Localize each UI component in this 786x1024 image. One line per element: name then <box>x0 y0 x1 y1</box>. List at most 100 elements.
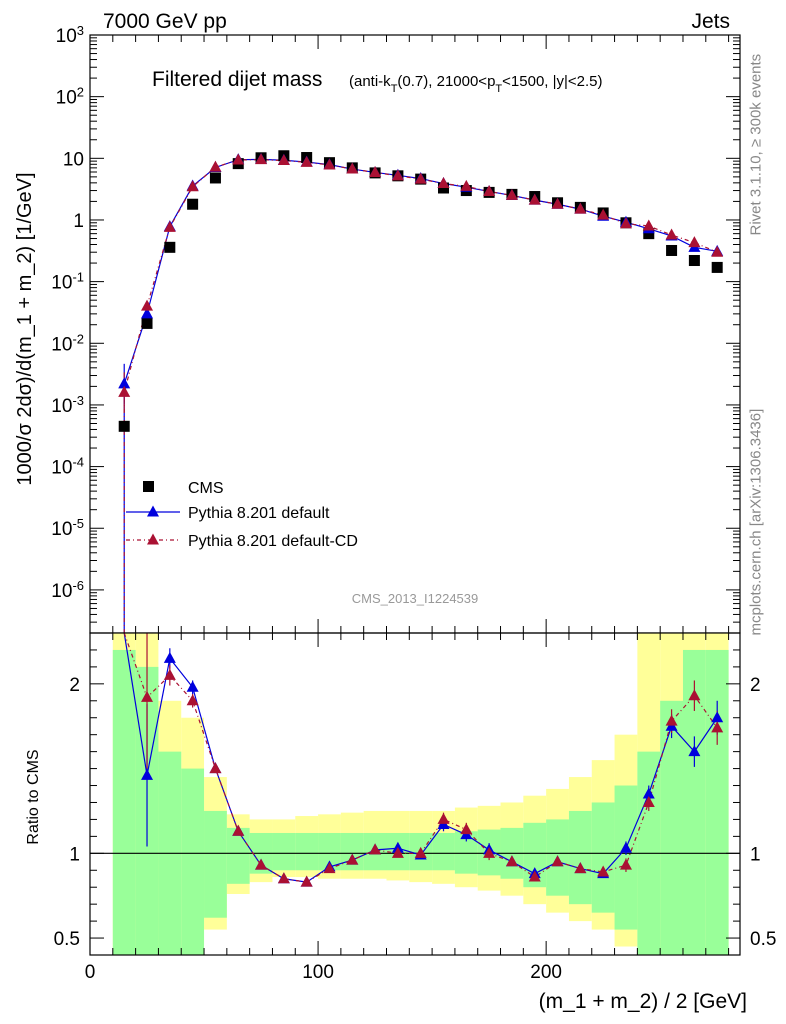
ratio-cd-point <box>551 855 564 867</box>
x-axis-label: (m_1 + m_2) / 2 [GeV] <box>539 990 747 1013</box>
y-tick-label: 10 <box>63 149 84 170</box>
header-left-label: 7000 GeV pp <box>103 10 227 33</box>
ratio-y-tick-label-left: 1 <box>69 844 80 865</box>
y-tick-label: 10-1 <box>51 269 84 294</box>
ratio-cd-point <box>300 875 313 887</box>
legend-cd-marker <box>147 533 159 545</box>
uncertainty-band-inner <box>204 810 227 918</box>
uncertainty-band-inner <box>614 785 638 930</box>
legend-cms-marker <box>143 481 154 492</box>
legend-entry-label: Pythia 8.201 default <box>188 505 330 522</box>
header-right-label: Jets <box>691 10 730 33</box>
uncertainty-band-inner <box>682 649 706 955</box>
ratio-y-tick-label-right: 1 <box>750 844 761 865</box>
ratio-cd-point <box>597 865 610 877</box>
pythia-cd-point <box>163 220 176 232</box>
y-tick-base: 10 <box>51 581 72 602</box>
ratio-cd-point <box>642 795 655 807</box>
uncertainty-band-inner <box>226 827 250 884</box>
subtitle-subscript: T <box>495 83 502 95</box>
ratio-cd-point <box>391 846 404 858</box>
y-tick-exp: -2 <box>72 331 84 346</box>
ratio-cd-point <box>437 812 450 824</box>
pythia-cd-point <box>619 217 632 229</box>
ratio-cd-point <box>186 694 199 706</box>
y-tick-exp: -6 <box>72 577 84 592</box>
pythia-cd-point <box>369 165 382 177</box>
ratio-cd-point <box>665 714 678 726</box>
subtitle-part: (anti-k <box>349 73 391 90</box>
ratio-cd-point <box>232 824 245 836</box>
pythia-cd-line <box>123 159 718 633</box>
main-y-axis-label: 1000/σ 2dσ)/d(m_1 + m_2) [1/GeV] <box>14 172 36 485</box>
pythia-cd-point <box>414 172 427 184</box>
cms-point <box>141 317 153 329</box>
pythia-default-line <box>123 158 718 633</box>
pythia-cd-point <box>551 197 564 209</box>
y-tick-base: 10 <box>51 458 72 479</box>
cms-point <box>711 261 723 273</box>
ratio-cd-point <box>483 846 496 858</box>
pythia-default-point <box>118 377 131 389</box>
ratio-cd-point <box>574 862 587 874</box>
main-plot-content <box>118 150 724 633</box>
ratio-y-tick-label-right: 0.5 <box>750 929 776 950</box>
uncertainty-band-inner <box>591 802 615 913</box>
pythia-cd-point <box>574 202 587 214</box>
cms-point <box>164 241 176 253</box>
cms-point <box>209 172 221 184</box>
version-label: Rivet 3.1.10, ≥ 300k events <box>747 53 765 236</box>
cms-point <box>187 198 199 210</box>
y-tick-exp: -4 <box>72 454 84 469</box>
y-tick-label: 10-3 <box>51 392 84 417</box>
pythia-cd-point <box>528 193 541 205</box>
chart-title: Filtered dijet mass <box>152 68 322 91</box>
ratio-default-point <box>619 841 632 853</box>
ratio-default-point <box>711 711 724 723</box>
subtitle-part: (0.7), 21000<p <box>397 73 495 90</box>
ratio-cd-point <box>369 843 382 855</box>
ratio-cd-point <box>141 690 154 702</box>
uncertainty-band-inner <box>272 832 296 871</box>
uncertainty-band-inner <box>340 832 364 871</box>
pythia-cd-point <box>277 154 290 166</box>
ratio-cd-point <box>323 862 336 874</box>
uncertainty-band-inner <box>295 832 319 871</box>
y-tick-label: 1 <box>73 211 84 232</box>
y-tick-exp: -5 <box>72 516 84 531</box>
ratio-default-point <box>642 787 655 799</box>
y-tick-base: 10 <box>51 273 72 294</box>
uncertainty-band-inner <box>318 832 341 871</box>
uncertainty-band-inner <box>660 700 683 955</box>
pythia-cd-point <box>460 179 473 191</box>
ratio-cd-point <box>688 689 701 701</box>
cms-point <box>666 244 678 256</box>
y-tick-exp: 3 <box>77 23 84 38</box>
uncertainty-band-inner <box>432 832 455 871</box>
ratio-cd-point <box>277 872 290 884</box>
ratio-y-tick-label-left: 2 <box>69 675 80 696</box>
y-tick-label: 103 <box>56 23 84 48</box>
cms-point <box>643 228 655 240</box>
pythia-default-point <box>141 307 154 319</box>
uncertainty-band-inner <box>181 768 205 955</box>
ratio-cd-point <box>460 823 473 835</box>
legend-default-marker <box>147 505 159 517</box>
y-tick-exp: -3 <box>72 392 84 407</box>
y-tick-exp: -1 <box>72 269 84 284</box>
ratio-axes: 0 100 200 0.5 0.5 1 1 2 2 <box>54 633 776 983</box>
x-tick-label: 0 <box>85 962 96 983</box>
uncertainty-band-inner <box>568 810 592 905</box>
pythia-cd-point <box>437 177 450 189</box>
pythia-cd-point <box>642 219 655 231</box>
pythia-cd-point <box>597 208 610 220</box>
ratio-cd-point <box>346 853 359 865</box>
uncertainty-band-inner <box>705 649 729 955</box>
subtitle-part: <1500, |y|<2.5) <box>502 73 602 90</box>
pythia-cd-point <box>665 228 678 240</box>
y-tick-label: 10-4 <box>51 454 84 479</box>
ratio-y-axis-label: Ratio to CMS <box>25 749 42 844</box>
pythia-cd-point <box>300 155 313 167</box>
x-tick-label: 100 <box>302 962 334 983</box>
